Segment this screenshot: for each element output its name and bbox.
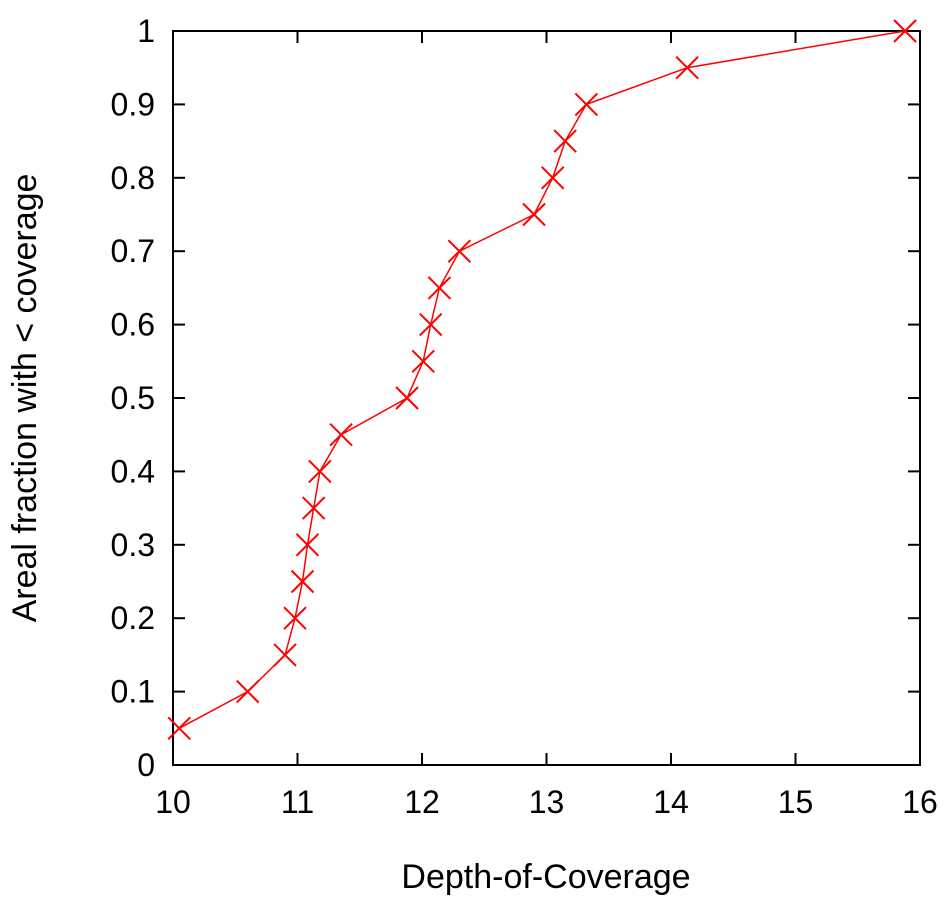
y-tick-label: 0.2	[111, 600, 155, 636]
data-point-stroke	[235, 679, 260, 704]
data-point-stroke	[574, 92, 599, 117]
data-point	[411, 349, 435, 374]
data-point	[290, 569, 315, 594]
y-tick-label: 0	[137, 747, 155, 783]
y-tick-label: 0.1	[111, 674, 155, 710]
x-axis-label: Depth-of-Coverage	[401, 858, 690, 896]
y-tick-label: 0.5	[111, 380, 155, 416]
data-point-stroke	[308, 459, 332, 484]
data-point	[235, 679, 260, 704]
data-point	[295, 533, 320, 557]
x-tick-label: 16	[902, 784, 938, 820]
data-point	[283, 606, 307, 630]
data-point	[553, 129, 577, 153]
data-point-stroke	[301, 496, 326, 520]
data-point	[273, 643, 297, 667]
x-tick-label: 12	[404, 784, 440, 820]
data-point-stroke	[675, 55, 699, 80]
data-point-stroke	[419, 312, 443, 337]
y-tick-label: 0.6	[111, 307, 155, 343]
y-tick-label: 0.8	[111, 160, 155, 196]
data-point	[522, 202, 546, 227]
data-point	[675, 55, 699, 80]
y-tick-label: 1	[137, 13, 155, 49]
data-point	[395, 386, 419, 410]
data-point-stroke	[411, 349, 435, 374]
y-tick-label: 0.4	[111, 453, 155, 489]
data-point-stroke	[541, 166, 565, 190]
data-point	[427, 276, 452, 300]
data-point-stroke	[167, 716, 191, 741]
data-point-stroke	[553, 129, 577, 153]
data-point-stroke	[427, 276, 452, 300]
data-point	[574, 92, 599, 117]
data-point-stroke	[290, 569, 315, 594]
data-point-stroke	[447, 239, 472, 263]
data-point-stroke	[273, 643, 297, 667]
y-tick-label: 0.3	[111, 527, 155, 563]
data-point	[329, 422, 353, 447]
y-tick-label: 0.9	[111, 86, 155, 122]
data-point-stroke	[395, 386, 419, 410]
data-point-stroke	[893, 19, 917, 43]
data-point	[541, 166, 565, 190]
ticks: 10 11 12 13 14 15 16 0 0.1 0.2 0.3 0.4 0.5 0.6 0.7 0.8 0…	[111, 13, 938, 820]
data-series	[167, 19, 917, 741]
data-point	[419, 312, 443, 337]
data-point	[167, 716, 191, 741]
data-point-stroke	[295, 533, 320, 557]
data-point	[308, 459, 332, 484]
x-tick-label: 15	[778, 784, 814, 820]
x-tick-label: 14	[653, 784, 689, 820]
data-point-stroke	[329, 422, 353, 447]
data-point-stroke	[522, 202, 546, 227]
x-tick-label: 13	[529, 784, 565, 820]
x-tick-label: 11	[281, 784, 314, 820]
data-point	[301, 496, 326, 520]
data-point	[447, 239, 472, 263]
data-point-stroke	[283, 606, 307, 630]
y-axis-label: Areal fraction with < coverage	[6, 174, 44, 623]
x-tick-label: 10	[155, 784, 191, 820]
series-line	[178, 30, 906, 729]
y-tick-label: 0.7	[111, 233, 155, 269]
data-point	[893, 19, 917, 43]
